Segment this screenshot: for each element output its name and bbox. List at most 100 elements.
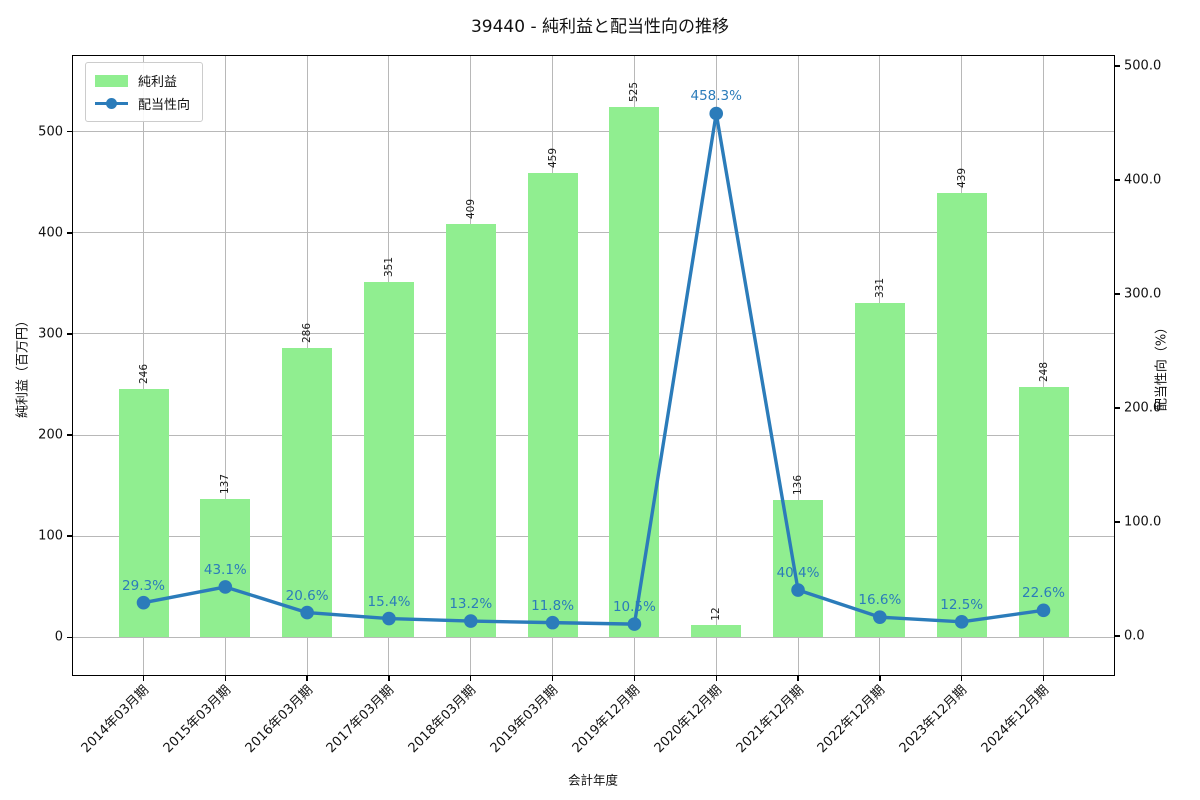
payout-point-label: 40.4% bbox=[776, 565, 820, 582]
y-tick-label-left: 500 bbox=[38, 124, 63, 140]
grid-line-vertical bbox=[797, 55, 799, 676]
payout-point-label: 10.5% bbox=[612, 599, 656, 616]
y-tick-label-right: 100.0 bbox=[1124, 514, 1162, 530]
y-tick-label-left: 0 bbox=[54, 629, 63, 645]
grid-line-horizontal bbox=[72, 535, 1115, 537]
bar-net-income bbox=[282, 348, 333, 638]
x-tick-label: 2022年12月期 bbox=[815, 683, 889, 757]
y-tick-mark-right bbox=[1115, 179, 1120, 181]
bar-net-income bbox=[527, 173, 578, 638]
plot-area: 純利益 配当性向 246 137 286 351 409 459 525 12 136 331 43… bbox=[38, 55, 1161, 757]
payout-line-swatch-icon bbox=[95, 97, 128, 111]
x-tick-mark bbox=[551, 676, 554, 681]
legend-item-payout-ratio: 配当性向 bbox=[95, 92, 190, 115]
x-axis-title: 会計年度 bbox=[567, 772, 619, 788]
grid-line-horizontal bbox=[72, 434, 1115, 436]
payout-point-label: 43.1% bbox=[203, 561, 247, 578]
bar-net-income bbox=[118, 388, 169, 638]
x-tick-mark bbox=[1042, 676, 1045, 681]
x-tick-mark bbox=[961, 676, 963, 681]
y-tick-mark-right bbox=[1115, 635, 1120, 637]
x-tick-label: 2019年12月期 bbox=[569, 683, 643, 757]
grid-line-horizontal bbox=[72, 636, 1115, 638]
grid-line-vertical bbox=[715, 55, 717, 676]
x-tick-label: 2017年03月期 bbox=[324, 683, 398, 757]
y-tick-label-left: 100 bbox=[38, 528, 63, 544]
y-tick-label-right: 300.0 bbox=[1124, 286, 1162, 302]
x-tick-mark bbox=[470, 676, 472, 681]
y-tick-mark-right bbox=[1115, 65, 1120, 67]
payout-point-label: 458.3% bbox=[690, 88, 742, 105]
payout-line-marker-icon bbox=[106, 98, 117, 109]
payout-ratio-marker bbox=[545, 615, 560, 630]
y-tick-mark-left bbox=[67, 131, 72, 133]
y-tick-label-right: 200.0 bbox=[1124, 400, 1162, 416]
grid-line-horizontal bbox=[72, 333, 1115, 335]
payout-ratio-marker bbox=[1036, 603, 1051, 618]
bar-net-income bbox=[363, 282, 414, 638]
payout-point-label: 13.2% bbox=[449, 596, 493, 613]
payout-point-label: 29.3% bbox=[122, 577, 165, 594]
payout-point-label: 12.5% bbox=[940, 596, 984, 613]
x-tick-mark bbox=[388, 676, 390, 681]
x-tick-mark bbox=[224, 676, 226, 681]
y-tick-label-left: 200 bbox=[38, 427, 63, 443]
bar-net-income bbox=[773, 499, 824, 638]
x-tick-label: 2023年12月期 bbox=[896, 683, 971, 757]
x-tick-label: 2014年03月期 bbox=[78, 683, 153, 757]
x-tick-mark bbox=[142, 676, 145, 681]
y-tick-label-right: 500.0 bbox=[1124, 58, 1162, 74]
y-tick-label-left: 300 bbox=[38, 326, 63, 342]
y-tick-label-right: 400.0 bbox=[1124, 172, 1162, 188]
y-tick-mark-right bbox=[1115, 407, 1120, 409]
payout-ratio-marker bbox=[136, 595, 151, 610]
bar-net-income bbox=[936, 193, 987, 638]
y-tick-mark-left bbox=[67, 434, 72, 436]
payout-ratio-marker bbox=[463, 614, 478, 628]
grid-line-horizontal bbox=[72, 131, 1115, 133]
x-tick-label: 2019年03月期 bbox=[487, 683, 562, 757]
payout-point-label: 11.8% bbox=[531, 597, 575, 614]
bar-net-income bbox=[609, 106, 660, 638]
x-tick-mark bbox=[715, 676, 717, 681]
y-tick-mark-right bbox=[1115, 293, 1120, 295]
y-tick-mark-left bbox=[67, 535, 72, 537]
payout-ratio-marker bbox=[300, 605, 314, 620]
net-income-bar-swatch-icon bbox=[95, 74, 128, 87]
payout-point-label: 16.6% bbox=[858, 592, 902, 609]
y-tick-mark-right bbox=[1115, 521, 1120, 523]
x-tick-label: 2015年03月期 bbox=[160, 683, 234, 757]
grid-line-vertical bbox=[224, 55, 226, 676]
bar-net-income bbox=[691, 625, 742, 638]
bar-net-income bbox=[445, 223, 496, 638]
bar-net-income bbox=[854, 302, 905, 638]
x-tick-label: 2018年03月期 bbox=[406, 683, 480, 757]
payout-ratio-marker bbox=[218, 580, 233, 594]
y-axis-title-left: 純利益（百万円） bbox=[15, 313, 31, 419]
grid-line-vertical bbox=[143, 55, 144, 676]
x-tick-mark bbox=[306, 676, 308, 681]
payout-ratio-marker bbox=[382, 611, 396, 626]
grid-line-vertical bbox=[1043, 55, 1044, 676]
payout-point-label: 22.6% bbox=[1022, 585, 1065, 602]
x-tick-label: 2020年12月期 bbox=[651, 683, 725, 757]
payout-ratio-marker bbox=[954, 615, 969, 629]
x-tick-label: 2024年12月期 bbox=[978, 683, 1053, 757]
x-tick-label: 2021年12月期 bbox=[733, 683, 807, 757]
bar-net-income bbox=[200, 498, 251, 638]
grid-line-horizontal bbox=[72, 232, 1115, 234]
legend-item-net-income: 純利益 bbox=[95, 69, 190, 92]
x-tick-mark bbox=[879, 676, 881, 681]
payout-ratio-line bbox=[143, 111, 1044, 626]
payout-point-label: 15.4% bbox=[367, 593, 411, 610]
x-tick-mark bbox=[633, 676, 636, 681]
y-tick-label-right: 0.0 bbox=[1124, 628, 1145, 644]
payout-ratio-marker bbox=[627, 617, 642, 631]
x-tick-mark bbox=[797, 676, 799, 681]
legend: 純利益 配当性向 bbox=[85, 62, 204, 122]
bar-net-income bbox=[1018, 386, 1069, 638]
x-tick-label: 2016年03月期 bbox=[242, 683, 316, 757]
y-tick-mark-left bbox=[67, 232, 72, 234]
y-tick-mark-left bbox=[67, 333, 72, 335]
